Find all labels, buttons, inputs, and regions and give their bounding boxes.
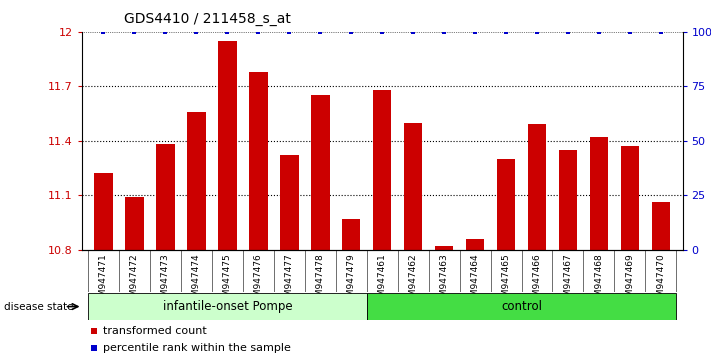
Bar (466, 239, 484, 250)
Text: GSM947478: GSM947478 (316, 253, 325, 308)
Bar (559, 150, 577, 250)
Bar (651, 202, 670, 250)
Text: GSM947466: GSM947466 (533, 253, 542, 308)
Bar (156, 144, 175, 250)
Text: GDS4410 / 211458_s_at: GDS4410 / 211458_s_at (124, 12, 292, 27)
Bar (435, 246, 454, 250)
Bar (342, 219, 360, 250)
Bar (589, 137, 608, 250)
Text: control: control (501, 300, 542, 313)
Text: GSM947470: GSM947470 (656, 253, 665, 308)
Text: GSM947464: GSM947464 (471, 253, 479, 308)
Bar (125, 197, 144, 250)
Text: GSM947467: GSM947467 (564, 253, 572, 308)
Text: GSM947462: GSM947462 (409, 253, 417, 308)
Text: GSM947469: GSM947469 (626, 253, 634, 308)
Bar (373, 90, 392, 250)
Text: GSM947476: GSM947476 (254, 253, 263, 308)
Bar (249, 72, 267, 250)
Text: GSM947475: GSM947475 (223, 253, 232, 308)
Text: infantile-onset Pompe: infantile-onset Pompe (163, 300, 292, 313)
Text: disease state: disease state (4, 302, 73, 312)
Bar (280, 155, 299, 250)
Text: GSM947477: GSM947477 (285, 253, 294, 308)
Bar (218, 41, 237, 250)
Bar (528, 124, 546, 250)
Bar (187, 112, 205, 250)
Bar (367, 293, 676, 320)
Bar (621, 146, 639, 250)
Text: GSM947472: GSM947472 (130, 253, 139, 308)
Text: percentile rank within the sample: percentile rank within the sample (103, 343, 291, 353)
Text: GSM947468: GSM947468 (594, 253, 604, 308)
Bar (497, 159, 515, 250)
Text: GSM947473: GSM947473 (161, 253, 170, 308)
Text: transformed count: transformed count (103, 326, 206, 336)
Bar (311, 95, 329, 250)
Text: GSM947461: GSM947461 (378, 253, 387, 308)
Text: GSM947471: GSM947471 (99, 253, 108, 308)
Bar (88, 293, 367, 320)
Bar (404, 122, 422, 250)
Text: GSM947463: GSM947463 (439, 253, 449, 308)
Text: GSM947474: GSM947474 (192, 253, 201, 308)
Bar (94, 173, 113, 250)
Text: GSM947479: GSM947479 (347, 253, 356, 308)
Text: GSM947465: GSM947465 (501, 253, 510, 308)
